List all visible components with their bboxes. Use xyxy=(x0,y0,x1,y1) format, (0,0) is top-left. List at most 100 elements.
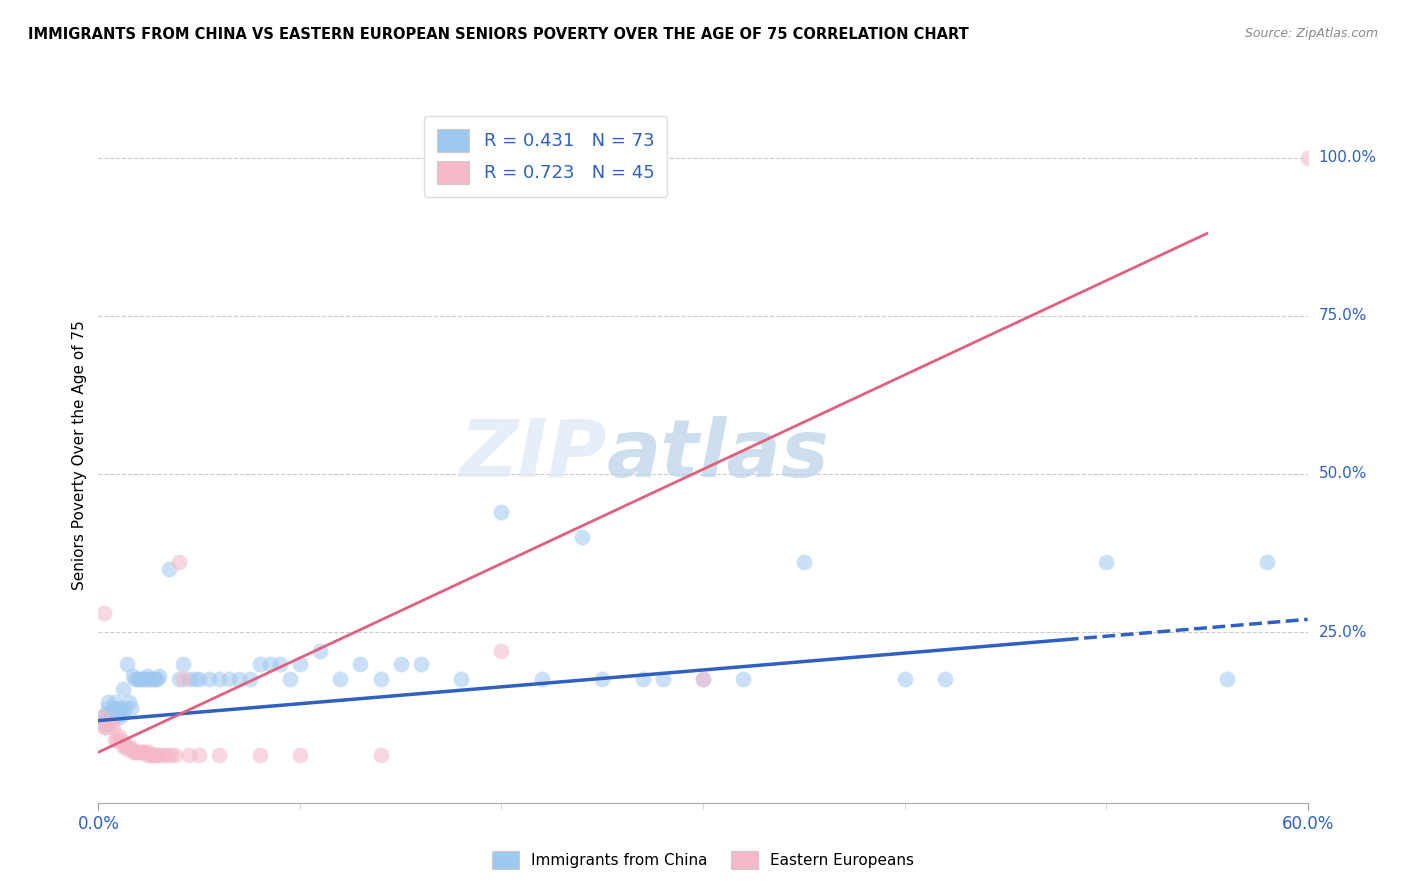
Point xyxy=(692,673,714,687)
Point xyxy=(134,673,156,687)
Text: 75.0%: 75.0% xyxy=(1319,309,1367,323)
Text: IMMIGRANTS FROM CHINA VS EASTERN EUROPEAN SENIORS POVERTY OVER THE AGE OF 75 COR: IMMIGRANTS FROM CHINA VS EASTERN EUROPEA… xyxy=(28,27,969,42)
Point xyxy=(157,562,180,576)
Point xyxy=(1256,556,1278,570)
Y-axis label: Seniors Poverty Over the Age of 75: Seniors Poverty Over the Age of 75 xyxy=(72,320,87,590)
Point xyxy=(198,673,221,687)
Point xyxy=(167,556,190,570)
Point xyxy=(288,748,311,763)
Text: Source: ZipAtlas.com: Source: ZipAtlas.com xyxy=(1244,27,1378,40)
Point xyxy=(651,673,673,687)
Point xyxy=(114,739,136,753)
Point xyxy=(409,657,432,671)
Legend: R = 0.431   N = 73, R = 0.723   N = 45: R = 0.431 N = 73, R = 0.723 N = 45 xyxy=(425,116,668,197)
Point xyxy=(142,748,165,763)
Point xyxy=(100,707,122,722)
Point xyxy=(146,748,169,763)
Point xyxy=(138,745,160,759)
Point xyxy=(121,669,143,683)
Point xyxy=(218,673,240,687)
Point xyxy=(132,745,155,759)
Point xyxy=(115,742,138,756)
Point xyxy=(111,707,134,722)
Point xyxy=(177,748,201,763)
Point xyxy=(1216,673,1239,687)
Point xyxy=(115,657,138,671)
Point xyxy=(152,748,174,763)
Point xyxy=(101,710,124,724)
Point xyxy=(111,681,134,696)
Point xyxy=(188,748,211,763)
Point xyxy=(259,657,281,671)
Point xyxy=(118,695,141,709)
Point xyxy=(172,673,194,687)
Text: 50.0%: 50.0% xyxy=(1319,467,1367,482)
Legend: Immigrants from China, Eastern Europeans: Immigrants from China, Eastern Europeans xyxy=(485,845,921,875)
Point xyxy=(107,730,129,744)
Point xyxy=(105,701,128,715)
Point xyxy=(125,745,148,759)
Point xyxy=(139,748,162,763)
Point xyxy=(96,720,118,734)
Point xyxy=(591,673,613,687)
Point xyxy=(124,673,146,687)
Point xyxy=(121,745,143,759)
Point xyxy=(143,673,166,687)
Point xyxy=(208,748,231,763)
Point xyxy=(107,710,129,724)
Point xyxy=(450,673,472,687)
Text: ZIP: ZIP xyxy=(458,416,606,494)
Point xyxy=(111,739,134,753)
Point xyxy=(177,673,201,687)
Point xyxy=(288,657,311,671)
Point xyxy=(134,745,156,759)
Text: atlas: atlas xyxy=(606,416,830,494)
Point xyxy=(97,716,120,731)
Point xyxy=(160,748,183,763)
Point xyxy=(228,673,250,687)
Point xyxy=(167,673,190,687)
Point xyxy=(110,701,132,715)
Point xyxy=(103,732,125,747)
Point xyxy=(91,710,114,724)
Point xyxy=(91,710,114,724)
Point xyxy=(120,701,142,715)
Point xyxy=(103,707,125,722)
Point xyxy=(105,732,128,747)
Point xyxy=(208,673,231,687)
Point xyxy=(128,745,150,759)
Point xyxy=(329,673,352,687)
Point xyxy=(491,644,513,658)
Point xyxy=(105,707,128,722)
Point xyxy=(1095,556,1118,570)
Point xyxy=(96,707,118,722)
Point xyxy=(97,695,120,709)
Point xyxy=(101,720,124,734)
Point xyxy=(142,673,165,687)
Point xyxy=(188,673,211,687)
Point xyxy=(129,745,152,759)
Point xyxy=(249,748,271,763)
Point xyxy=(93,716,115,731)
Point xyxy=(125,673,148,687)
Point xyxy=(249,657,271,671)
Point xyxy=(148,669,170,683)
Point xyxy=(135,669,157,683)
Point xyxy=(114,701,136,715)
Point xyxy=(100,710,122,724)
Point xyxy=(110,732,132,747)
Point xyxy=(278,673,301,687)
Point xyxy=(269,657,291,671)
Point xyxy=(148,748,170,763)
Point xyxy=(132,673,155,687)
Point xyxy=(530,673,553,687)
Point xyxy=(349,657,371,671)
Point xyxy=(370,748,392,763)
Point xyxy=(793,556,815,570)
Point xyxy=(101,701,124,715)
Point xyxy=(107,704,129,718)
Text: 100.0%: 100.0% xyxy=(1319,150,1376,165)
Point xyxy=(491,505,513,519)
Point xyxy=(631,673,654,687)
Point xyxy=(172,657,194,671)
